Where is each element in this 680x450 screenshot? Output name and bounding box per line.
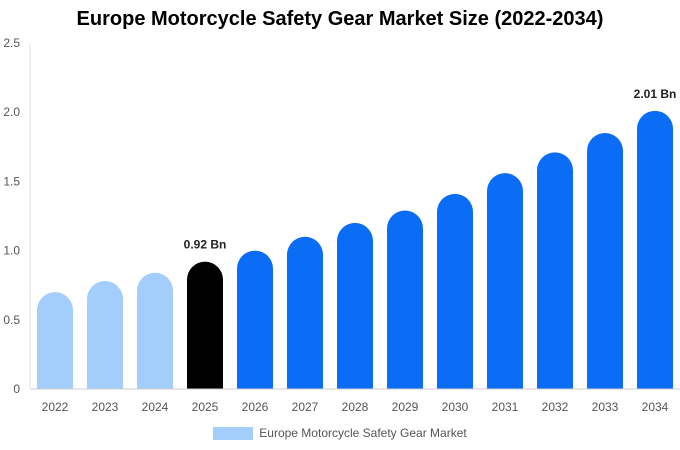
x-tick-label: 2026 bbox=[242, 400, 269, 414]
legend-label: Europe Motorcycle Safety Gear Market bbox=[259, 426, 467, 440]
bar-2032[interactable] bbox=[537, 152, 573, 389]
legend-swatch bbox=[213, 426, 254, 440]
x-tick-label: 2022 bbox=[42, 400, 69, 414]
y-tick-label: 0 bbox=[13, 382, 20, 396]
x-tick-label: 2028 bbox=[342, 400, 369, 414]
bar-2031[interactable] bbox=[487, 173, 523, 389]
y-tick-label: 0.5 bbox=[3, 313, 20, 327]
y-tick-label: 2.0 bbox=[3, 105, 20, 119]
data-label: 0.92 Bn bbox=[184, 238, 227, 252]
x-tick-label: 2031 bbox=[492, 400, 519, 414]
x-tick-label: 2030 bbox=[442, 400, 469, 414]
bar-2023[interactable] bbox=[87, 281, 123, 389]
x-tick-label: 2025 bbox=[192, 400, 219, 414]
bars bbox=[37, 110, 673, 390]
x-tick-label: 2024 bbox=[142, 400, 169, 414]
x-tick-label: 2033 bbox=[592, 400, 619, 414]
data-labels: 0.92 Bn 2.01 Bn bbox=[184, 87, 677, 252]
x-tick-label: 2023 bbox=[92, 400, 119, 414]
y-tick-label: 2.5 bbox=[3, 36, 20, 50]
y-axis: 0 0.5 1.0 1.5 2.0 2.5 bbox=[3, 36, 31, 396]
x-tick-label: 2029 bbox=[392, 400, 419, 414]
legend[interactable]: Europe Motorcycle Safety Gear Market bbox=[0, 426, 680, 440]
y-tick-label: 1.5 bbox=[3, 174, 20, 188]
bar-2030[interactable] bbox=[437, 193, 473, 389]
data-label: 2.01 Bn bbox=[634, 87, 677, 101]
x-tick-label: 2027 bbox=[292, 400, 319, 414]
bar-2022[interactable] bbox=[37, 292, 73, 389]
chart-title: Europe Motorcycle Safety Gear Market Siz… bbox=[76, 8, 604, 30]
bar-2026[interactable] bbox=[237, 250, 273, 389]
x-tick-label: 2034 bbox=[642, 400, 669, 414]
bar-2033[interactable] bbox=[587, 132, 623, 389]
bar-2025[interactable] bbox=[187, 261, 223, 389]
bar-2027[interactable] bbox=[287, 236, 323, 389]
bar-2028[interactable] bbox=[337, 222, 373, 389]
bar-2029[interactable] bbox=[387, 210, 423, 389]
x-axis: 2022 2023 2024 2025 2026 2027 2028 2029 2030 2031… bbox=[30, 388, 680, 414]
x-tick-label: 2032 bbox=[542, 400, 569, 414]
bar-2034[interactable] bbox=[637, 110, 673, 390]
y-tick-label: 1.0 bbox=[3, 244, 20, 258]
bar-2024[interactable] bbox=[137, 272, 173, 389]
